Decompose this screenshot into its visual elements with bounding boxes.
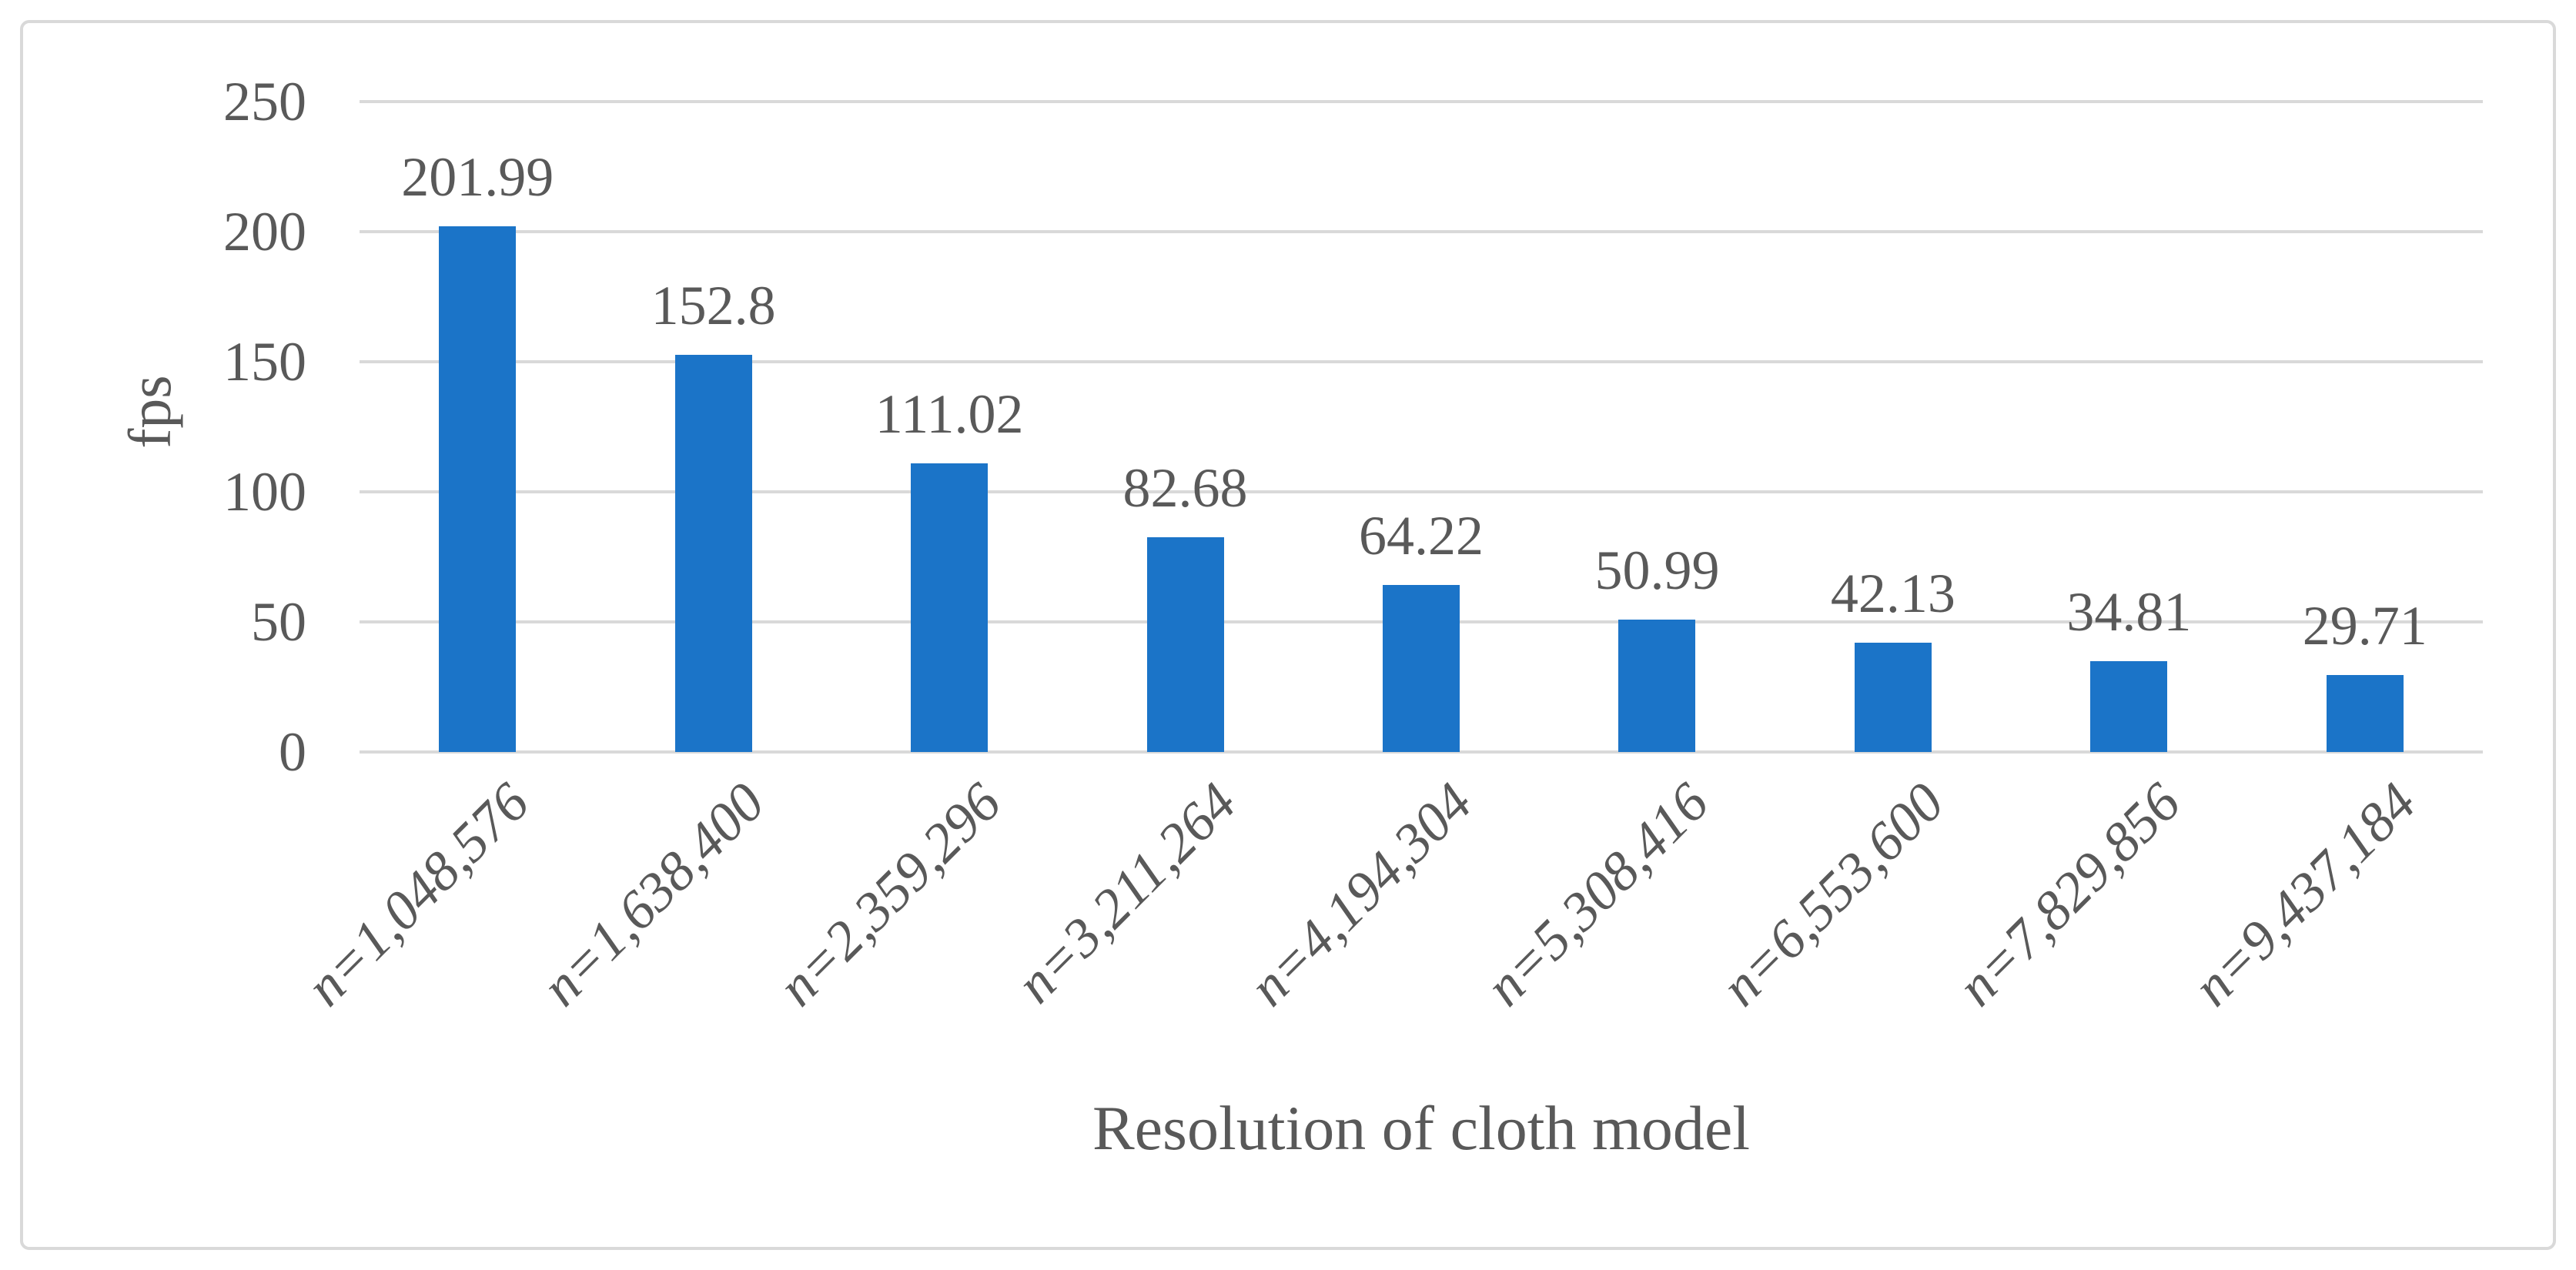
gridline-250 bbox=[360, 100, 2483, 103]
bar-value-label-8: 29.71 bbox=[2302, 594, 2427, 657]
y-axis-title: fps bbox=[116, 375, 183, 449]
bar-n=1,048,576 bbox=[439, 226, 517, 752]
gridline-100 bbox=[360, 490, 2483, 493]
y-tick-label-0: 0 bbox=[279, 721, 306, 783]
bar-n=9,437,184 bbox=[2326, 674, 2404, 752]
bar-value-label-1: 152.8 bbox=[651, 274, 776, 336]
bar-value-label-0: 201.99 bbox=[401, 146, 554, 209]
bar-value-label-3: 82.68 bbox=[1122, 456, 1248, 519]
bar-n=4,194,304 bbox=[1383, 584, 1460, 752]
bar-n=1,638,400 bbox=[674, 354, 752, 752]
bar-n=7,829,856 bbox=[2090, 661, 2168, 752]
bar-n=2,359,296 bbox=[911, 463, 989, 752]
bar-value-label-7: 34.81 bbox=[2066, 581, 2192, 643]
bar-value-label-2: 111.02 bbox=[875, 383, 1024, 445]
gridline-200 bbox=[360, 230, 2483, 233]
bar-value-label-5: 50.99 bbox=[1594, 539, 1720, 601]
bar-n=3,211,264 bbox=[1146, 536, 1224, 752]
y-tick-label-50: 50 bbox=[251, 591, 306, 653]
gridline-150 bbox=[360, 360, 2483, 363]
x-axis-title: Resolution of cloth model bbox=[1092, 1093, 1751, 1163]
y-tick-label-250: 250 bbox=[223, 71, 306, 132]
bar-value-label-6: 42.13 bbox=[1830, 562, 1955, 624]
y-tick-label-200: 200 bbox=[223, 201, 306, 262]
bar-n=5,308,416 bbox=[1618, 619, 1696, 752]
bar-value-label-4: 64.22 bbox=[1359, 504, 1484, 566]
y-tick-label-150: 150 bbox=[223, 331, 306, 393]
bar-n=6,553,600 bbox=[1854, 642, 1932, 752]
y-tick-label-100: 100 bbox=[223, 461, 306, 523]
gridline-0 bbox=[360, 750, 2483, 754]
